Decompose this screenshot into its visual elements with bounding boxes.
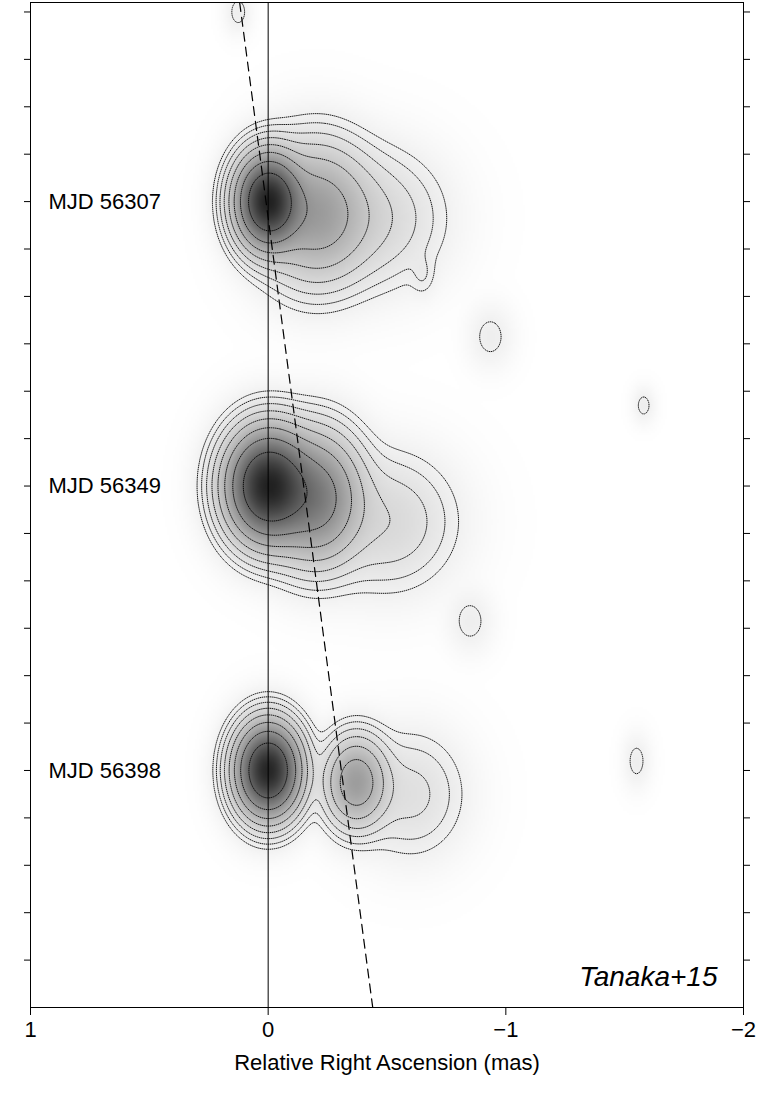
svg-text:MJD 56349: MJD 56349: [49, 473, 162, 498]
svg-text:MJD 56307: MJD 56307: [49, 189, 162, 214]
svg-text:Relative Right Ascension (mas): Relative Right Ascension (mas): [234, 1050, 540, 1075]
svg-text:Tanaka+15: Tanaka+15: [579, 961, 718, 992]
svg-text:MJD 56398: MJD 56398: [49, 758, 162, 783]
svg-text:1: 1: [24, 1017, 36, 1042]
svg-text:−1: −1: [493, 1017, 518, 1042]
svg-text:0: 0: [262, 1017, 274, 1042]
svg-text:−2: −2: [731, 1017, 756, 1042]
